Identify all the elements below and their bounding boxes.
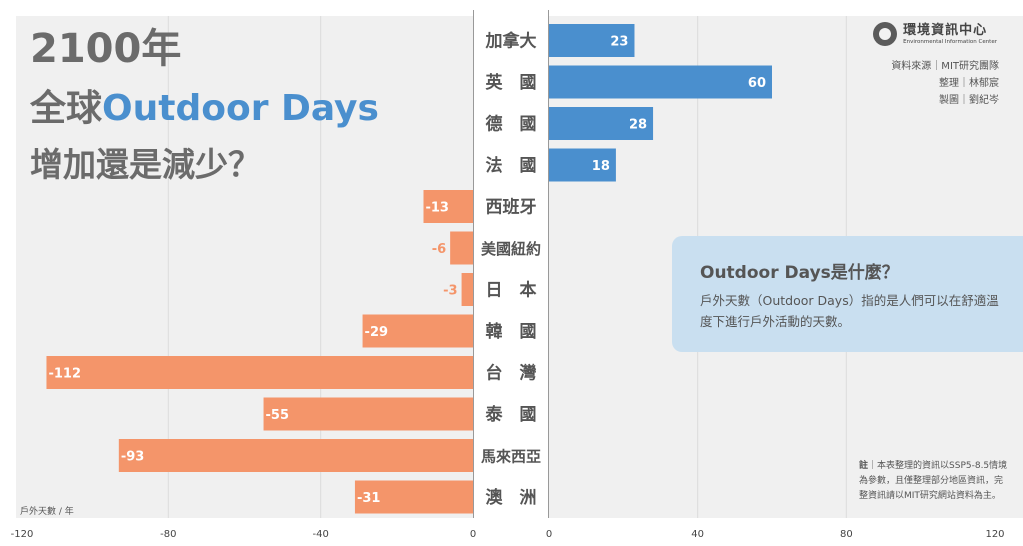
bar	[549, 148, 616, 182]
left-panel-bg	[16, 16, 473, 518]
credits: 資料來源｜MIT研究團隊 整理｜林郁宸 製圖｜劉紀岑	[891, 58, 999, 109]
bar	[118, 439, 473, 472]
logo-name-en: Environmental Information Center	[903, 38, 997, 45]
tick-label: -80	[160, 529, 176, 540]
bar	[461, 273, 473, 306]
credit-source: 資料來源｜MIT研究團隊	[891, 61, 999, 72]
category-label: 韓 國	[486, 321, 537, 342]
title-highlight: Outdoor Days	[102, 88, 379, 129]
bar	[450, 231, 473, 265]
credit-editor: 整理｜林郁宸	[939, 78, 999, 89]
tick-label: 40	[691, 529, 704, 540]
category-label: 泰 國	[486, 404, 537, 425]
data-label: -13	[425, 201, 449, 216]
bar	[46, 356, 473, 389]
category-label: 台 灣	[486, 363, 537, 384]
category-label: 澳 洲	[486, 487, 537, 508]
bar	[423, 190, 473, 223]
data-label: -29	[365, 325, 389, 340]
bar	[362, 314, 473, 348]
bars: 23 60 28 18 -13 -6 -3 -29 -112 -55 -93 -31	[46, 24, 772, 514]
data-label: 18	[592, 159, 610, 174]
tick-label: 0	[546, 529, 552, 540]
category-label: 德 國	[486, 114, 537, 135]
info-title: Outdoor Days是什麼？	[700, 263, 899, 283]
category-label: 西班牙	[486, 198, 537, 218]
logo: 環境資訊中心 Environmental Information Center	[873, 22, 997, 46]
unit-label: 戶外天數 / 年	[20, 505, 74, 517]
logo-name-cn: 環境資訊中心	[903, 22, 988, 38]
data-label: -55	[266, 408, 290, 423]
data-label: -6	[432, 242, 446, 257]
category-label: 美國紐約	[481, 240, 541, 258]
title-line-1: 2100年	[30, 26, 182, 72]
bar	[549, 24, 635, 57]
category-label: 法 國	[486, 155, 537, 176]
title-line-3: 增加還是減少？	[30, 145, 261, 184]
bar	[354, 480, 473, 514]
data-label: -31	[357, 491, 381, 506]
globe-icon	[873, 22, 898, 46]
data-label: 28	[629, 118, 647, 133]
footnote-label: 註	[859, 461, 869, 471]
bar	[263, 397, 473, 431]
bar	[549, 65, 772, 99]
category-label: 加拿大	[485, 31, 537, 52]
info-box: Outdoor Days是什麼？ 戶外天數（Outdoor Days）指的是人們…	[672, 236, 1023, 352]
tick-label: 0	[470, 529, 476, 540]
footnote: 註｜本表整理的資訊以SSP5-8.5情境為參數，且僅整理部分地區資訊，完整資訊請…	[859, 459, 1009, 504]
credit-designer: 製圖｜劉紀岑	[939, 95, 999, 106]
chart-title: 2100年 全球Outdoor Days 增加還是減少？	[30, 26, 379, 188]
bar	[549, 107, 654, 140]
data-label: -93	[121, 450, 145, 465]
data-label: -112	[48, 367, 81, 382]
tick-label: -40	[312, 529, 328, 540]
tick-label: 80	[840, 529, 853, 540]
category-label: 英 國	[486, 72, 537, 93]
info-body: 戶外天數（Outdoor Days）指的是人們可以在舒適溫度下進行戶外活動的天數…	[700, 293, 999, 329]
category-label: 馬來西亞	[481, 448, 541, 466]
tick-label: 120	[985, 529, 1004, 540]
tick-labels: -120 -80 -40 0 0 40 80 120	[11, 529, 1005, 540]
data-label: 60	[748, 76, 766, 91]
title-line-2: 全球Outdoor Days	[30, 82, 379, 136]
data-label: 23	[610, 35, 628, 50]
category-label: 日 本	[486, 280, 537, 301]
data-label: -3	[443, 284, 457, 299]
footnote-text: ｜本表整理的資訊以SSP5-8.5情境為參數，且僅整理部分地區資訊，完整資訊請以…	[859, 461, 1008, 501]
tick-label: -120	[11, 529, 34, 540]
title-line-2-prefix: 全球	[30, 88, 103, 129]
